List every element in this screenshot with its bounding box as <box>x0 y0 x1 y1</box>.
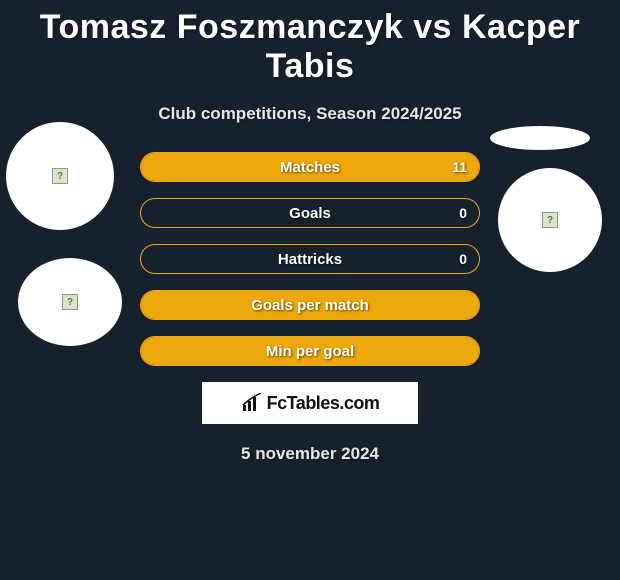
stat-row: Goals per match <box>140 290 480 320</box>
logo-chart-icon <box>241 393 263 413</box>
missing-image-icon <box>542 212 558 228</box>
stat-value: 0 <box>459 251 467 267</box>
stat-label: Matches <box>280 159 340 176</box>
avatar-circle <box>6 122 114 230</box>
subtitle: Club competitions, Season 2024/2025 <box>0 104 620 124</box>
avatar-circle <box>498 168 602 272</box>
avatar-ellipse <box>490 126 590 150</box>
stat-label: Goals <box>289 205 331 222</box>
stat-value: 0 <box>459 205 467 221</box>
date-text: 5 november 2024 <box>0 444 620 464</box>
logo-text: FcTables.com <box>267 393 380 414</box>
stat-label: Hattricks <box>278 251 342 268</box>
page-title: Tomasz Foszmanczyk vs Kacper Tabis <box>0 0 620 86</box>
stat-label: Min per goal <box>266 343 354 360</box>
fctables-logo: FcTables.com <box>202 382 418 424</box>
missing-image-icon <box>52 168 68 184</box>
stat-label: Goals per match <box>251 297 369 314</box>
avatar-circle <box>18 258 122 346</box>
stat-row: Matches 11 <box>140 152 480 182</box>
stat-value: 11 <box>452 159 467 175</box>
stat-row: Hattricks 0 <box>140 244 480 274</box>
stat-row: Min per goal <box>140 336 480 366</box>
stat-row: Goals 0 <box>140 198 480 228</box>
missing-image-icon <box>62 294 78 310</box>
stats-container: Matches 11 Goals 0 Hattricks 0 Goals per match… <box>140 152 480 366</box>
